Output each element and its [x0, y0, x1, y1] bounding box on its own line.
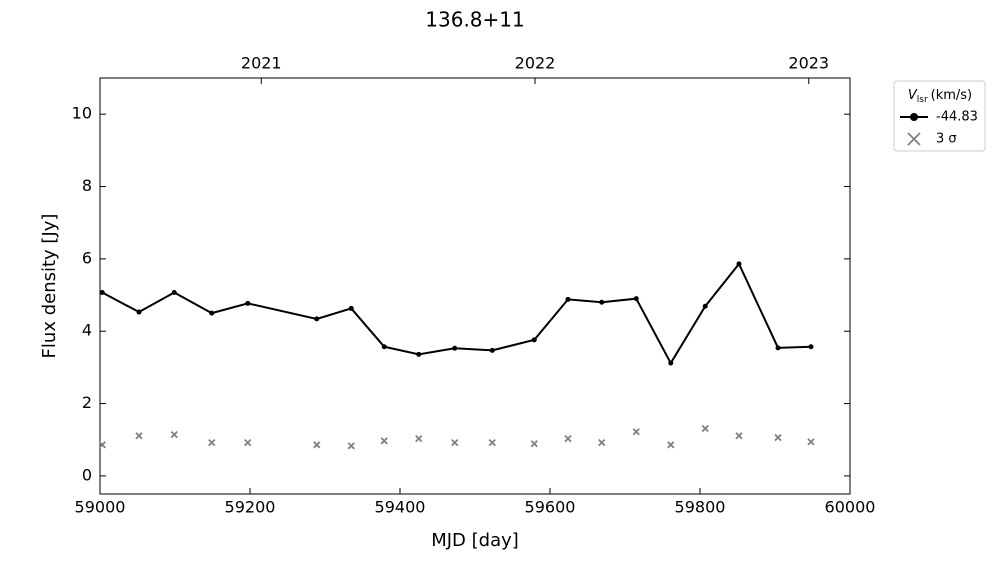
plot-frame	[99, 77, 851, 495]
x-marker	[244, 438, 252, 447]
point	[452, 345, 458, 351]
legend-label: -44.83	[936, 110, 978, 125]
x-tick-label: 59600	[525, 498, 576, 517]
x-marker	[774, 433, 782, 442]
point	[702, 303, 708, 309]
x-tick-label: 59800	[675, 498, 726, 517]
point	[808, 344, 814, 350]
x-marker	[598, 438, 606, 447]
y-tick-label: 8	[82, 176, 92, 195]
x-marker	[347, 442, 355, 450]
point	[171, 290, 177, 296]
x2-tick-label: 2022	[515, 54, 556, 73]
y-tick-label: 10	[72, 104, 92, 123]
x-marker	[488, 438, 496, 447]
x-marker	[530, 440, 538, 448]
point	[910, 113, 918, 121]
x-tick-label: 59000	[75, 498, 126, 517]
point	[668, 360, 674, 366]
y-tick-label: 2	[82, 393, 92, 412]
legend-title: Vlsr (km/s)	[908, 88, 972, 105]
legend-box	[893, 80, 986, 152]
x-marker	[701, 424, 709, 433]
point	[599, 299, 605, 305]
y-axis-label: Flux density [Jy]	[39, 214, 60, 359]
y-tick-label: 6	[82, 248, 92, 267]
x-marker	[415, 435, 423, 443]
point	[736, 261, 742, 267]
x-marker	[735, 432, 743, 440]
point	[245, 300, 251, 306]
x-marker	[807, 438, 815, 446]
x-tick-label: 60000	[825, 498, 876, 517]
x-tick-label: 59400	[375, 498, 426, 517]
legend-title-subscript: lsr	[917, 95, 928, 105]
point	[348, 305, 354, 311]
x-marker	[170, 431, 178, 439]
point	[531, 337, 537, 343]
point	[565, 296, 571, 302]
x-marker	[98, 441, 106, 449]
chart-title: 136.8+11	[425, 8, 524, 32]
x2-tick-label: 2023	[788, 54, 829, 73]
legend-label: 3 σ	[936, 132, 957, 147]
legend-title-unit: (km/s)	[931, 88, 973, 103]
x-marker	[451, 438, 459, 447]
x-marker	[208, 438, 216, 447]
point	[136, 309, 142, 315]
x-marker	[632, 428, 640, 436]
point	[633, 296, 639, 302]
legend: Vlsr (km/s) -44.83 3 σ	[893, 80, 986, 152]
series-line	[101, 262, 812, 366]
point	[99, 290, 105, 296]
x-tick-label: 59200	[225, 498, 276, 517]
legend-title-symbol: V	[908, 88, 918, 103]
x-marker	[667, 441, 675, 449]
y-tick-label: 4	[82, 321, 92, 340]
point	[489, 347, 495, 353]
point	[209, 310, 215, 316]
x2-tick-label: 2021	[241, 54, 282, 73]
x-axis-label: MJD [day]	[431, 530, 519, 551]
y-tick-label: 0	[82, 465, 92, 484]
x-marker	[313, 441, 321, 449]
point	[314, 316, 320, 322]
point	[775, 345, 781, 351]
x-marker	[135, 432, 143, 440]
x-marker	[564, 435, 572, 443]
point	[416, 351, 422, 357]
x-marker	[907, 132, 921, 146]
point	[381, 344, 387, 350]
x-marker	[380, 437, 388, 445]
